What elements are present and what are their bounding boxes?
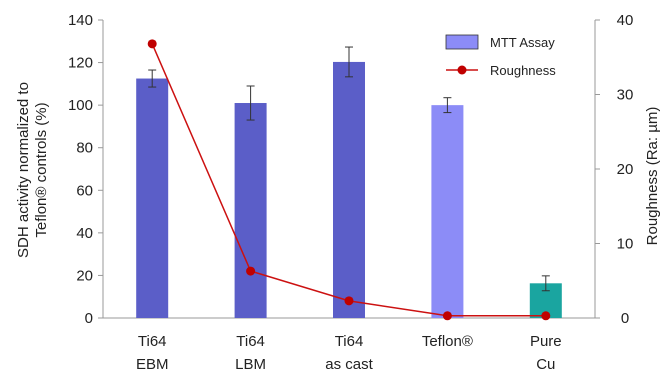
y2-tick-label: 40 <box>617 12 634 29</box>
legend-swatch-mtt <box>445 34 479 50</box>
category-label: Teflon® <box>422 333 473 350</box>
roughness-point <box>541 311 551 321</box>
bar <box>234 103 267 318</box>
category-label: Ti64 <box>335 333 364 350</box>
y-tick-label: 80 <box>76 140 93 157</box>
roughness-point <box>442 311 452 321</box>
y-tick-label: 60 <box>76 182 93 199</box>
bars <box>136 61 562 319</box>
error-bars <box>148 46 550 292</box>
legend-marker-roughness <box>457 65 467 75</box>
y2-tick-label: 30 <box>617 87 634 104</box>
category-label: Ti64 <box>138 333 167 350</box>
bar <box>136 78 169 319</box>
axis-titles: SDH activity normalized toTeflon® contro… <box>15 82 661 258</box>
category-label: LBM <box>235 356 266 373</box>
y-tick-label: 0 <box>85 310 93 327</box>
category-label: as cast <box>325 356 373 373</box>
roughness-point <box>147 39 157 49</box>
category-label: Ti64 <box>236 333 265 350</box>
legend-label-roughness: Roughness <box>490 63 556 78</box>
legend-label-mtt: MTT Assay <box>490 35 555 50</box>
tick-labels: 0 20 40 60 80 100 120 140 0 10 20 30 40 <box>68 12 633 327</box>
category-label: EBM <box>136 356 169 373</box>
y2-tick-label: 0 <box>621 310 629 327</box>
y-tick-label: 20 <box>76 267 93 284</box>
y-tick-label: 40 <box>76 225 93 242</box>
y-axis-title: SDH activity normalized toTeflon® contro… <box>15 82 50 258</box>
category-label: Pure <box>530 333 562 350</box>
y-axis-title-line: SDH activity normalized to <box>15 82 32 258</box>
category-labels: Ti64 EBM Ti64 LBM Ti64 as cast Teflon® Pure Cu <box>136 333 562 373</box>
y-tick-label: 120 <box>68 55 93 72</box>
y-tick-label: 140 <box>68 12 93 29</box>
y2-tick-label: 20 <box>617 161 634 178</box>
roughness-point <box>246 266 256 276</box>
category-label: Cu <box>536 356 555 373</box>
y-tick-label: 100 <box>68 97 93 114</box>
roughness-line <box>147 39 551 321</box>
y2-tick-label: 10 <box>617 236 634 253</box>
roughness-point <box>344 296 354 306</box>
bar <box>333 61 365 318</box>
y-axis-title-line: Teflon® controls (%) <box>33 102 50 237</box>
y2-axis-title: Roughness (Ra: µm) <box>644 107 661 246</box>
bar <box>431 105 464 319</box>
legend: MTT Assay Roughness <box>445 34 556 78</box>
